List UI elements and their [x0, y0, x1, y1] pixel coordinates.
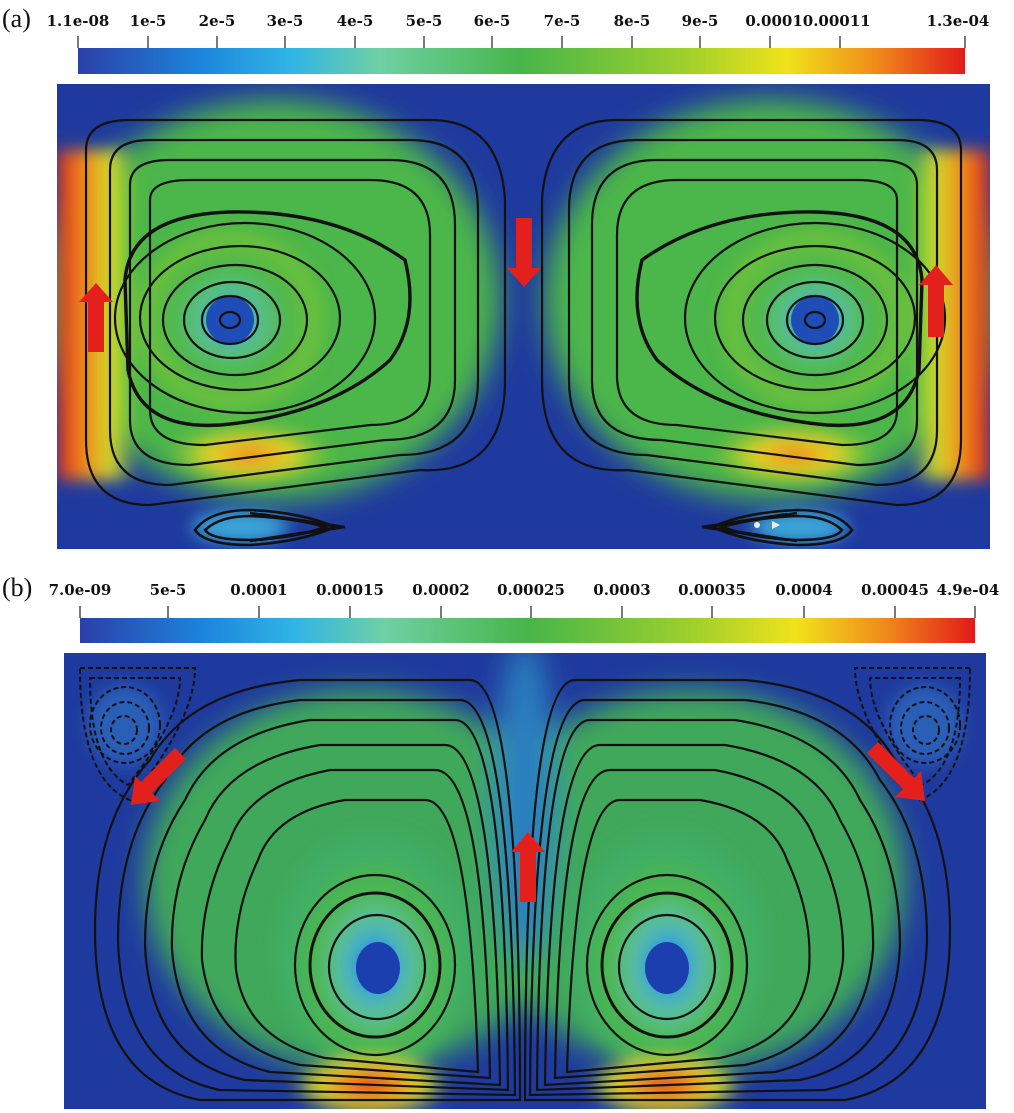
colorbar-a-tick-label: 9e-5 [681, 12, 719, 30]
panel-b-arrows [131, 742, 925, 902]
colorbar-a-tick-label: 8e-5 [613, 12, 651, 30]
colorbar-a-tick-label: 4e-5 [336, 12, 374, 30]
colorbar-a-tick-label: 7e-5 [543, 12, 581, 30]
colorbar-a [77, 36, 966, 74]
colorbar-b-tick-label: 0.00035 [678, 581, 746, 599]
arrow-down-right-icon [867, 742, 925, 801]
panel-a-arrows [79, 218, 953, 352]
colorbar-a-tick-label: 1.1e-08 [46, 12, 110, 30]
panel-b-label: (b) [2, 573, 33, 602]
colorbar-b-tick-label: 0.00015 [316, 581, 384, 599]
colorbar-a-tick-label: 6e-5 [473, 12, 511, 30]
colorbar-b-tick-label: 0.00025 [497, 581, 565, 599]
colorbar-b-tick-label: 0.0002 [412, 581, 470, 599]
colorbar-a-tick-label: 5e-5 [405, 12, 443, 30]
arrow-down-icon [507, 218, 541, 287]
colorbar-b-tick-label: 0.00045 [861, 581, 929, 599]
colorbar-b-tick-label: 4.9e-04 [936, 581, 1000, 599]
colorbar-b-tick-label: 5e-5 [149, 581, 187, 599]
arrow-up-icon [79, 283, 113, 352]
colorbar-b-tick-label: 7.0e-09 [48, 581, 112, 599]
arrow-down-left-icon [131, 748, 186, 805]
colorbar-b-tick-label: 0.0003 [593, 581, 651, 599]
colorbar-a-tick-label: 0.00010.00011 [745, 12, 871, 30]
colorbar-b [79, 606, 976, 643]
colorbar-b-tick-label: 0.0001 [230, 581, 288, 599]
arrow-up-icon [919, 265, 953, 337]
panel-a-field [57, 84, 990, 549]
colorbar-a-tick-label: 2e-5 [198, 12, 236, 30]
colorbar-b-tick-label: 0.0004 [775, 581, 833, 599]
panel-a-label: (a) [2, 4, 31, 33]
panel-a-streamlines [84, 118, 963, 547]
colorbar-a-tick-label: 3e-5 [266, 12, 304, 30]
arrow-up-icon [511, 832, 545, 902]
colorbar-a-tick-label: 1e-5 [129, 12, 167, 30]
colorbar-a-tick-label: 1.3e-04 [926, 12, 990, 30]
